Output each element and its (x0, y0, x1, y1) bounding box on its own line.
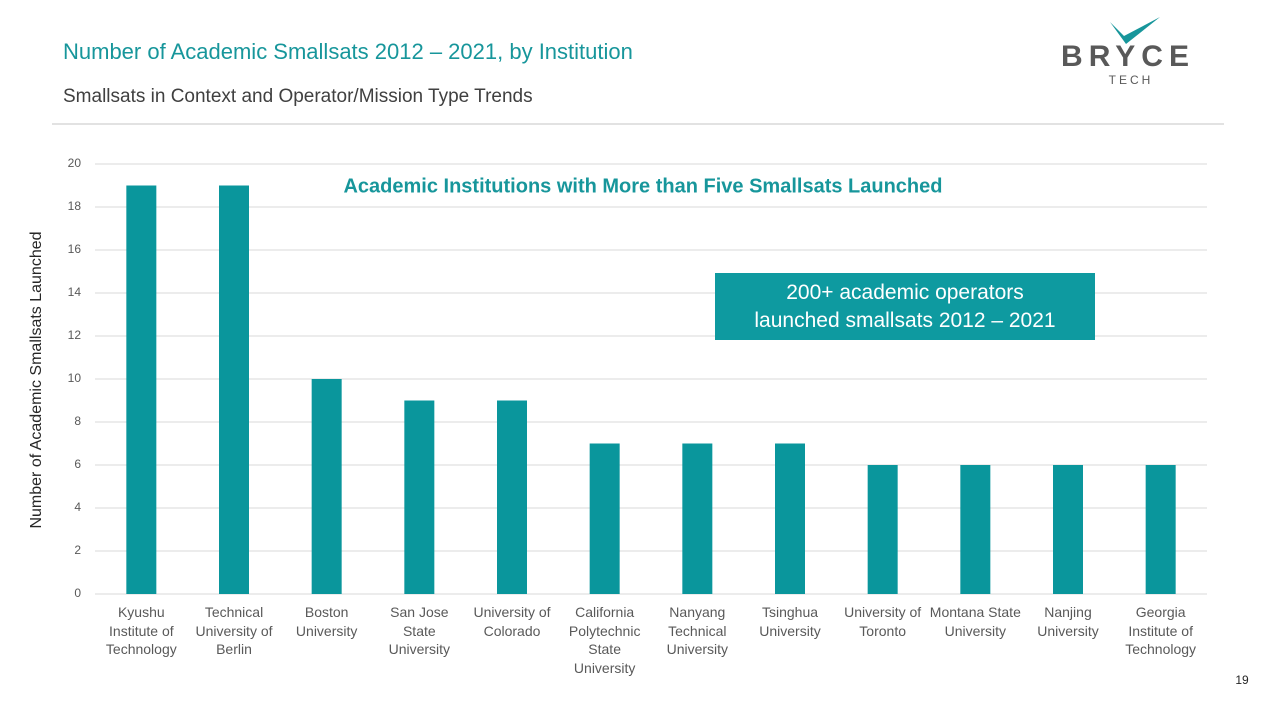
y-tick-label: 14 (68, 285, 82, 299)
y-axis-label: Number of Academic Smallsats Launched (28, 231, 45, 528)
chart-title: Academic Institutions with More than Fiv… (343, 175, 942, 197)
logo-sub: TECH (1109, 73, 1154, 87)
y-tick-label: 18 (68, 199, 82, 213)
x-tick-label: Nanyang Technical University (666, 604, 729, 657)
annotation-box: 200+ academic operators launched smallsat… (715, 273, 1095, 340)
bar (497, 400, 527, 594)
x-tick-label: Montana State University (929, 604, 1021, 639)
bar (682, 443, 713, 594)
page-number: 19 (1235, 673, 1249, 687)
y-tick-label: 4 (74, 500, 81, 514)
x-tick-label: Technical University of Berlin (195, 604, 273, 657)
x-tick-label: Boston University (295, 604, 358, 639)
slide-subtitle: Smallsats in Context and Operator/Missio… (63, 86, 533, 107)
logo-mark (1110, 17, 1160, 44)
x-tick-label: Tsinghua University (759, 604, 821, 639)
x-tick-label: Kyushu Institute of Technology (105, 604, 177, 657)
bar (960, 465, 991, 594)
bar (1145, 465, 1176, 594)
logo-name: BRYCE (1061, 40, 1195, 73)
bar (775, 443, 805, 594)
x-tick-label: California Polytechnic State University (568, 604, 641, 676)
y-tick-label: 12 (68, 328, 82, 342)
x-tick-label: Nanjing University (1037, 604, 1099, 639)
y-tick-label: 10 (68, 371, 82, 385)
annotation-line: 200+ academic operators (786, 280, 1024, 304)
bar (311, 379, 342, 594)
y-tick-label: 2 (74, 543, 81, 557)
x-tick-label: University of Colorado (473, 604, 551, 639)
bar (589, 443, 620, 594)
bar (867, 465, 898, 594)
annotation-line: launched smallsats 2012 – 2021 (754, 308, 1056, 332)
bar (1053, 465, 1083, 594)
y-tick-label: 6 (74, 457, 81, 471)
bar (126, 185, 157, 594)
y-tick-label: 8 (74, 414, 81, 428)
y-tick-label: 0 (74, 586, 81, 600)
x-tick-label: Georgia Institute of Technology (1125, 604, 1197, 657)
bar (219, 185, 249, 594)
x-tick-label: University of Toronto (844, 604, 922, 639)
y-tick-label: 20 (68, 156, 82, 170)
slide-title: Number of Academic Smallsats 2012 – 2021… (63, 39, 633, 64)
x-tick-label: San Jose State University (388, 604, 451, 657)
bar (404, 400, 435, 594)
y-tick-label: 16 (68, 242, 82, 256)
